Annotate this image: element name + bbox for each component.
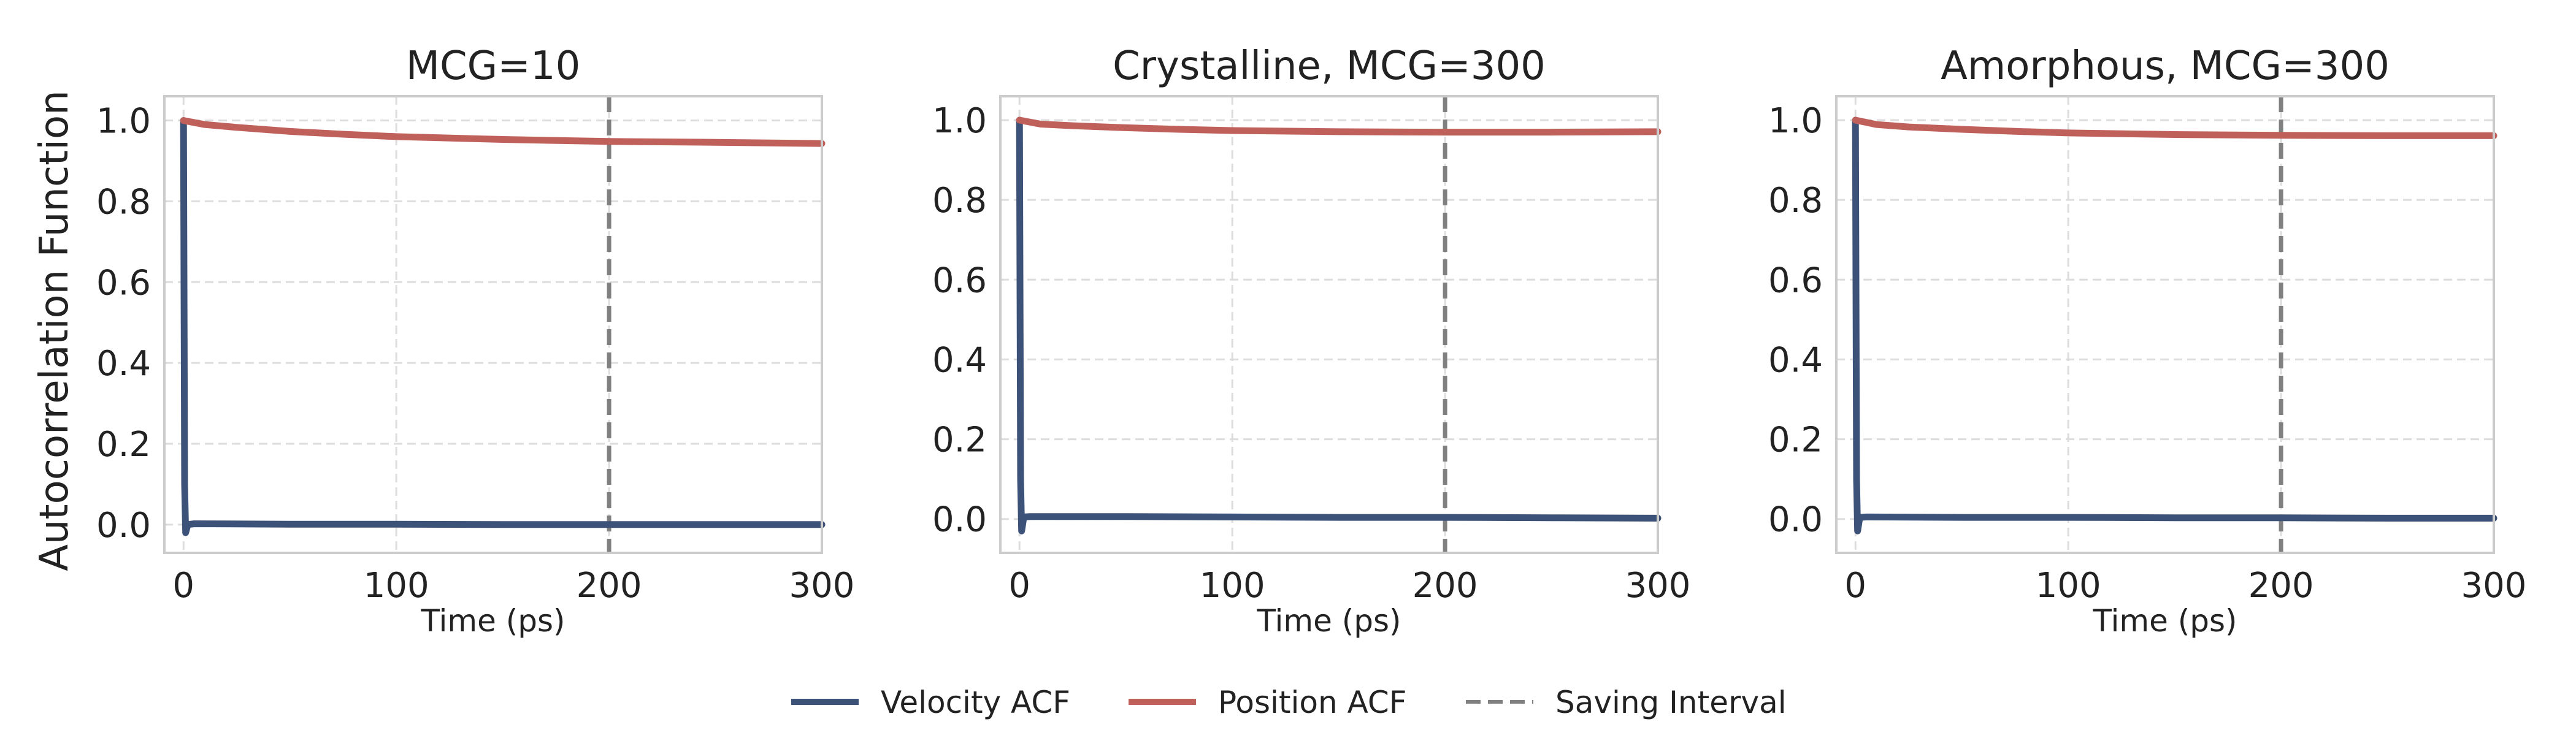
- panel-title: MCG=10: [406, 44, 581, 89]
- y-tick-label: 1.0: [932, 101, 987, 141]
- x-axis-label: Time (ps): [420, 603, 565, 639]
- x-tick-label: 300: [789, 566, 855, 606]
- y-tick-label: 0.2: [1768, 420, 1823, 460]
- x-tick-label: 100: [364, 566, 429, 606]
- x-tick-label: 0: [172, 566, 194, 606]
- plot-frame: [1835, 95, 2495, 554]
- x-tick-label: 100: [1200, 566, 1265, 606]
- velocity-acf-line: [1016, 116, 1662, 534]
- legend-label-velocity-acf: Velocity ACF: [881, 685, 1070, 720]
- x-tick-label: 0: [1844, 566, 1866, 606]
- y-tick-label: 0.0: [932, 500, 987, 540]
- y-tick-label: 0.8: [1768, 181, 1823, 221]
- velocity-acf-line: [180, 117, 826, 536]
- x-axis-label: Time (ps): [1256, 603, 1401, 639]
- position-acf-line: [1852, 116, 2497, 139]
- panel-3: 0 100 200 300 0.0 0.2 0.4 0.6 0.8 1.0 Amorphous, M…: [1768, 44, 2527, 639]
- y-tick-label: 0.4: [932, 340, 987, 380]
- y-tick-label: 0.6: [1768, 261, 1823, 300]
- y-tick-label: 0.8: [96, 182, 151, 222]
- y-tick-label: 0.0: [1768, 500, 1823, 540]
- y-tick-label: 0.4: [96, 344, 151, 384]
- legend-label-saving-interval: Saving Interval: [1555, 685, 1787, 720]
- y-tick-label: 1.0: [1768, 101, 1823, 141]
- x-tick-label: 200: [1413, 566, 1478, 606]
- velocity-acf-line: [1852, 116, 2497, 534]
- x-tick-label: 300: [1625, 566, 1691, 606]
- plot-frame: [999, 95, 1659, 554]
- panel-title: Crystalline, MCG=300: [1113, 44, 1546, 89]
- legend-label-position-acf: Position ACF: [1218, 685, 1407, 720]
- x-tick-label: 0: [1008, 566, 1030, 606]
- panel-title: Amorphous, MCG=300: [1941, 44, 2390, 89]
- panel-1: 0 100 200 300 0.0 0.2 0.4 0.6 0.8 1.0 MCG=10 Time (…: [32, 44, 854, 639]
- y-tick-label: 0.0: [96, 506, 151, 546]
- y-tick-label: 1.0: [96, 102, 151, 142]
- y-tick-label: 0.6: [96, 263, 151, 303]
- position-acf-line: [1016, 116, 1662, 136]
- position-acf-line: [180, 117, 826, 147]
- y-tick-label: 0.2: [932, 420, 987, 460]
- y-tick-label: 0.6: [932, 261, 987, 300]
- y-tick-label: 0.4: [1768, 340, 1823, 380]
- x-tick-label: 100: [2036, 566, 2101, 606]
- x-tick-label: 300: [2461, 566, 2527, 606]
- y-tick-label: 0.8: [932, 181, 987, 221]
- x-tick-label: 200: [577, 566, 642, 606]
- y-axis-label: Autocorrelation Function: [32, 90, 77, 571]
- x-tick-label: 200: [2248, 566, 2314, 606]
- plot-frame: [163, 95, 823, 554]
- x-axis-label: Time (ps): [2092, 603, 2237, 639]
- panel-2: 0 100 200 300 0.0 0.2 0.4 0.6 0.8 1.0 Crystalline,…: [932, 44, 1691, 639]
- y-tick-label: 0.2: [96, 425, 151, 465]
- legend: Velocity ACF Position ACF Saving Interval: [791, 685, 1787, 720]
